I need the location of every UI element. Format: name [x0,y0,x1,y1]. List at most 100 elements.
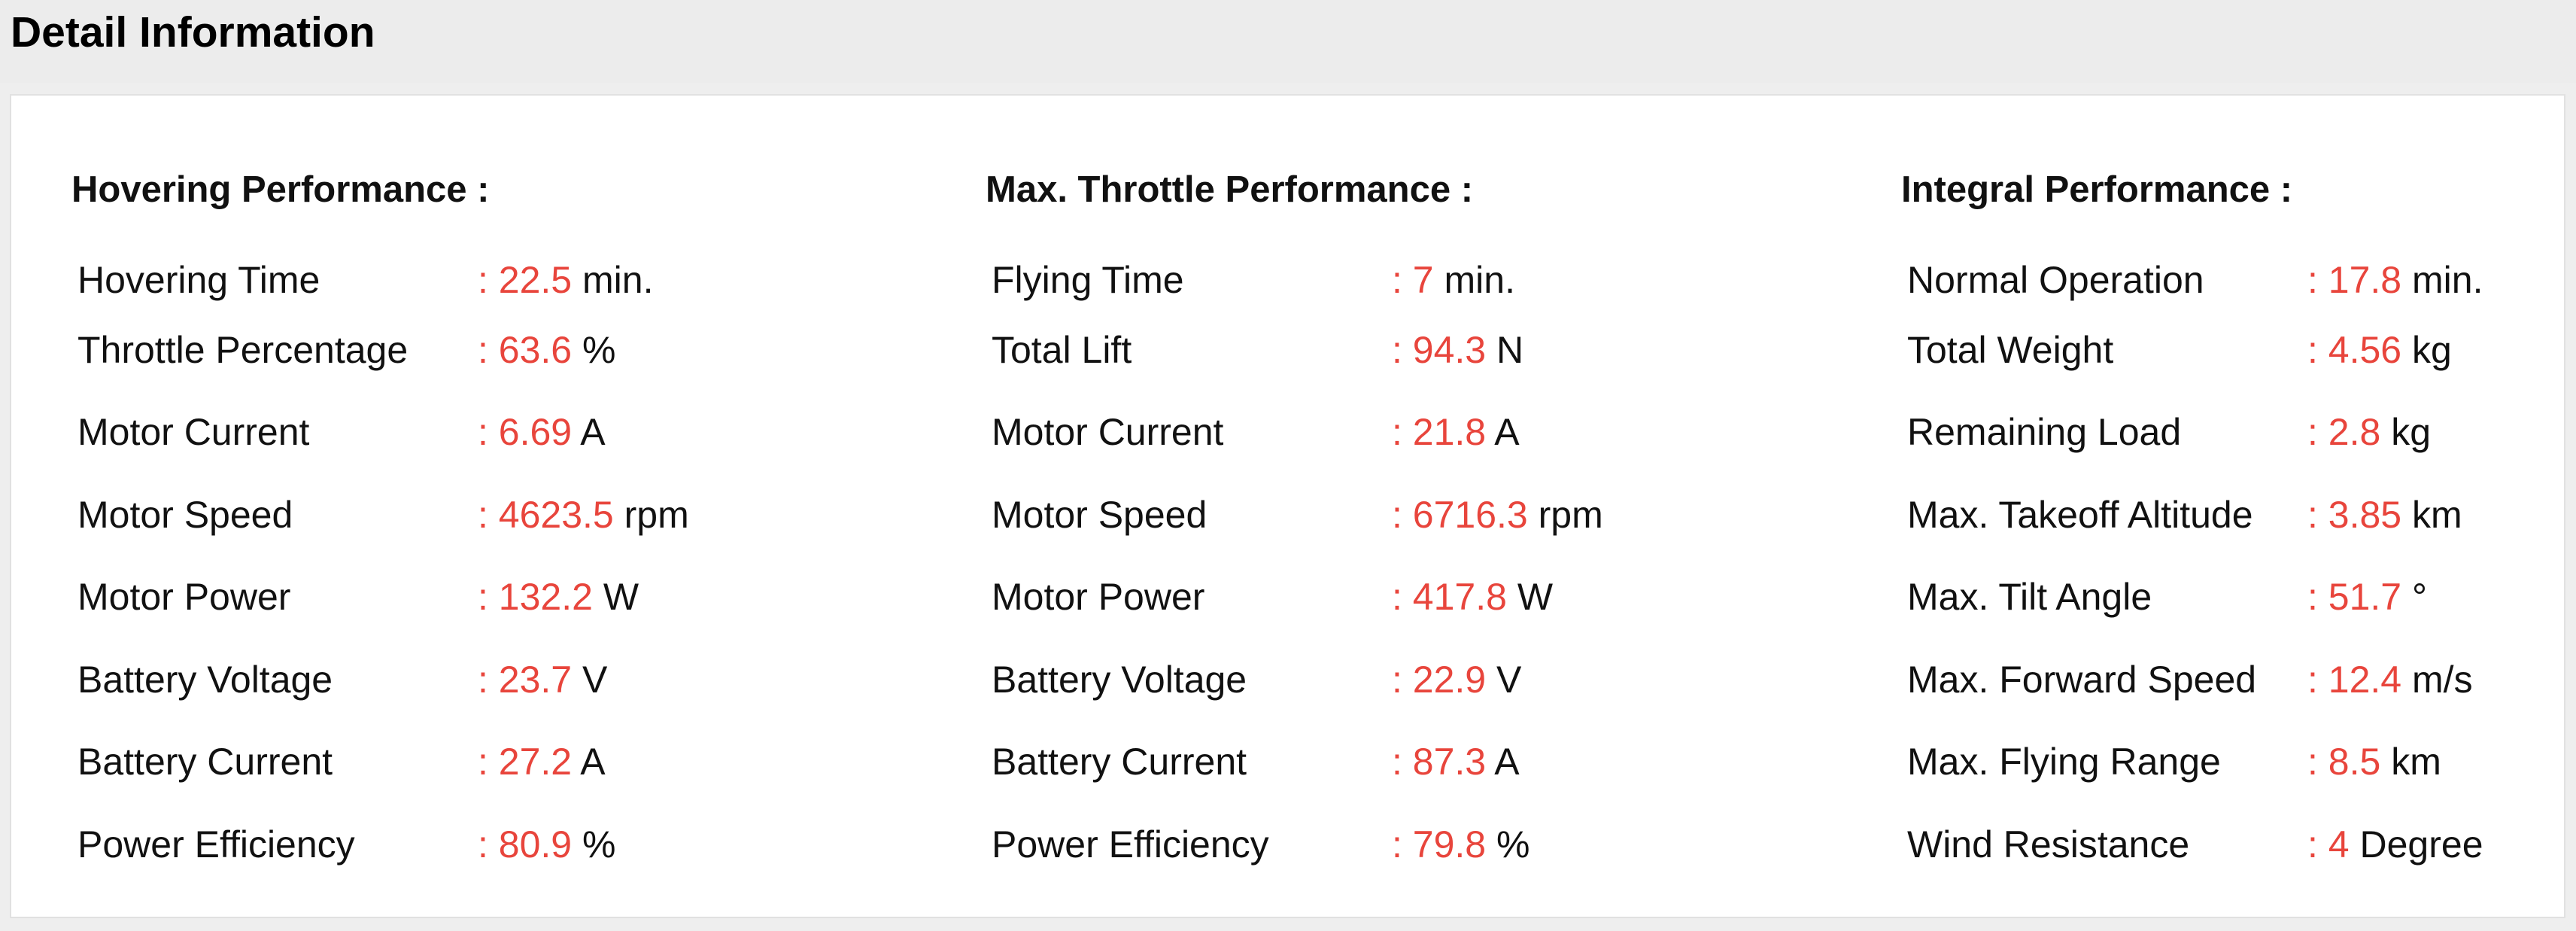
value-unit: % [582,823,616,866]
row-label: Power Efficiency [77,823,355,866]
row-label: Total Lift [992,329,1132,371]
row-value: : 94.3 N [1392,329,1524,371]
row-label: Motor Current [77,411,310,453]
value-number: 8.5 [2328,741,2381,783]
section-title: Integral Performance : [1901,169,2293,210]
row-label: Max. Tilt Angle [1907,576,2152,618]
value-number: 132.2 [498,576,593,618]
value-number: 79.8 [1412,823,1487,866]
row-value: : 80.9 % [478,823,616,866]
row-label: Wind Resistance [1907,823,2190,866]
value-number: 22.5 [498,259,573,301]
value-unit: A [1494,411,1520,453]
detail-row: Motor Speed : 6716.3 rpm [986,492,1813,537]
row-value: : 21.8 A [1392,411,1520,453]
detail-row: Motor Power : 417.8 W [986,574,1813,619]
row-label: Motor Speed [992,494,1208,536]
value-number: 27.2 [498,741,573,783]
value-number: 94.3 [1412,329,1487,371]
row-value: : 8.5 km [2307,741,2441,783]
detail-row: Normal Operation : 17.8 min. [1901,257,2576,303]
row-label: Motor Current [992,411,1224,453]
detail-row: Throttle Percentage : 63.6 % [71,327,899,373]
row-value: : 3.85 km [2307,494,2462,536]
value-number: 417.8 [1412,576,1507,618]
detail-row: Remaining Load : 2.8 kg [1901,409,2576,455]
value-unit: km [2412,494,2462,536]
row-label: Battery Current [77,741,333,783]
row-value: : 6.69 A [478,411,606,453]
row-label: Battery Voltage [77,659,333,701]
value-number: 4.56 [2328,329,2402,371]
detail-row: Max. Forward Speed : 12.4 m/s [1901,657,2576,702]
row-value: : 63.6 % [478,329,616,371]
value-unit: rpm [1538,494,1603,536]
row-value: : 6716.3 rpm [1392,494,1603,536]
row-value: : 27.2 A [478,741,606,783]
value-unit: N [1496,329,1524,371]
row-value: : 17.8 min. [2307,259,2483,301]
value-unit: A [580,741,606,783]
page-title: Detail Information [11,8,375,56]
row-value: : 51.7 ° [2307,576,2428,618]
value-unit: W [603,576,639,618]
value-number: 63.6 [498,329,573,371]
value-number: 4 [2328,823,2350,866]
row-value: : 4.56 kg [2307,329,2452,371]
row-label: Normal Operation [1907,259,2204,301]
row-label: Power Efficiency [992,823,1269,866]
value-unit: kg [2391,411,2432,453]
value-number: 21.8 [1412,411,1487,453]
value-unit: A [1494,741,1520,783]
row-value: : 132.2 W [478,576,639,618]
row-value: : 4623.5 rpm [478,494,689,536]
value-number: 4623.5 [498,494,614,536]
value-number: 23.7 [498,659,573,701]
value-number: 22.9 [1412,659,1487,701]
value-unit: min. [1444,259,1515,301]
value-number: 6.69 [498,411,573,453]
value-number: 80.9 [498,823,573,866]
row-label: Max. Takeoff Altitude [1907,494,2253,536]
detail-row: Motor Speed : 4623.5 rpm [71,492,899,537]
value-number: 51.7 [2328,576,2402,618]
value-unit: Degree [2359,823,2483,866]
value-unit: A [580,411,606,453]
row-value: : 22.5 min. [478,259,654,301]
row-value: : 2.8 kg [2307,411,2432,453]
value-number: 2.8 [2328,411,2381,453]
row-label: Flying Time [992,259,1184,301]
detail-row: Battery Voltage : 23.7 V [71,657,899,702]
value-unit: m/s [2412,659,2473,701]
value-unit: km [2391,741,2441,783]
detail-row: Power Efficiency : 79.8 % [986,822,1813,867]
row-value: : 23.7 V [478,659,608,701]
detail-row: Motor Current : 21.8 A [986,409,1813,455]
detail-row: Max. Tilt Angle : 51.7 ° [1901,574,2576,619]
detail-panel: Hovering Performance : Hovering Time : 2… [10,94,2565,918]
detail-row: Battery Voltage : 22.9 V [986,657,1813,702]
value-unit: V [1496,659,1522,701]
value-unit: min. [582,259,654,301]
value-unit: rpm [624,494,689,536]
detail-row: Total Lift : 94.3 N [986,327,1813,373]
header-bar: Detail Information [0,0,2576,83]
section-title: Hovering Performance : [71,169,490,210]
row-label: Total Weight [1907,329,2114,371]
detail-row: Battery Current : 27.2 A [71,739,899,784]
row-label: Remaining Load [1907,411,2182,453]
value-unit: min. [2412,259,2483,301]
row-value: : 87.3 A [1392,741,1520,783]
value-unit: W [1517,576,1554,618]
section-title: Max. Throttle Performance : [986,169,1474,210]
row-label: Motor Speed [77,494,293,536]
value-number: 7 [1412,259,1434,301]
row-label: Max. Flying Range [1907,741,2221,783]
row-label: Motor Power [992,576,1205,618]
detail-row: Motor Power : 132.2 W [71,574,899,619]
row-label: Max. Forward Speed [1907,659,2257,701]
detail-row: Max. Flying Range : 8.5 km [1901,739,2576,784]
row-value: : 4 Degree [2307,823,2483,866]
row-value: : 7 min. [1392,259,1515,301]
value-unit: % [582,329,616,371]
